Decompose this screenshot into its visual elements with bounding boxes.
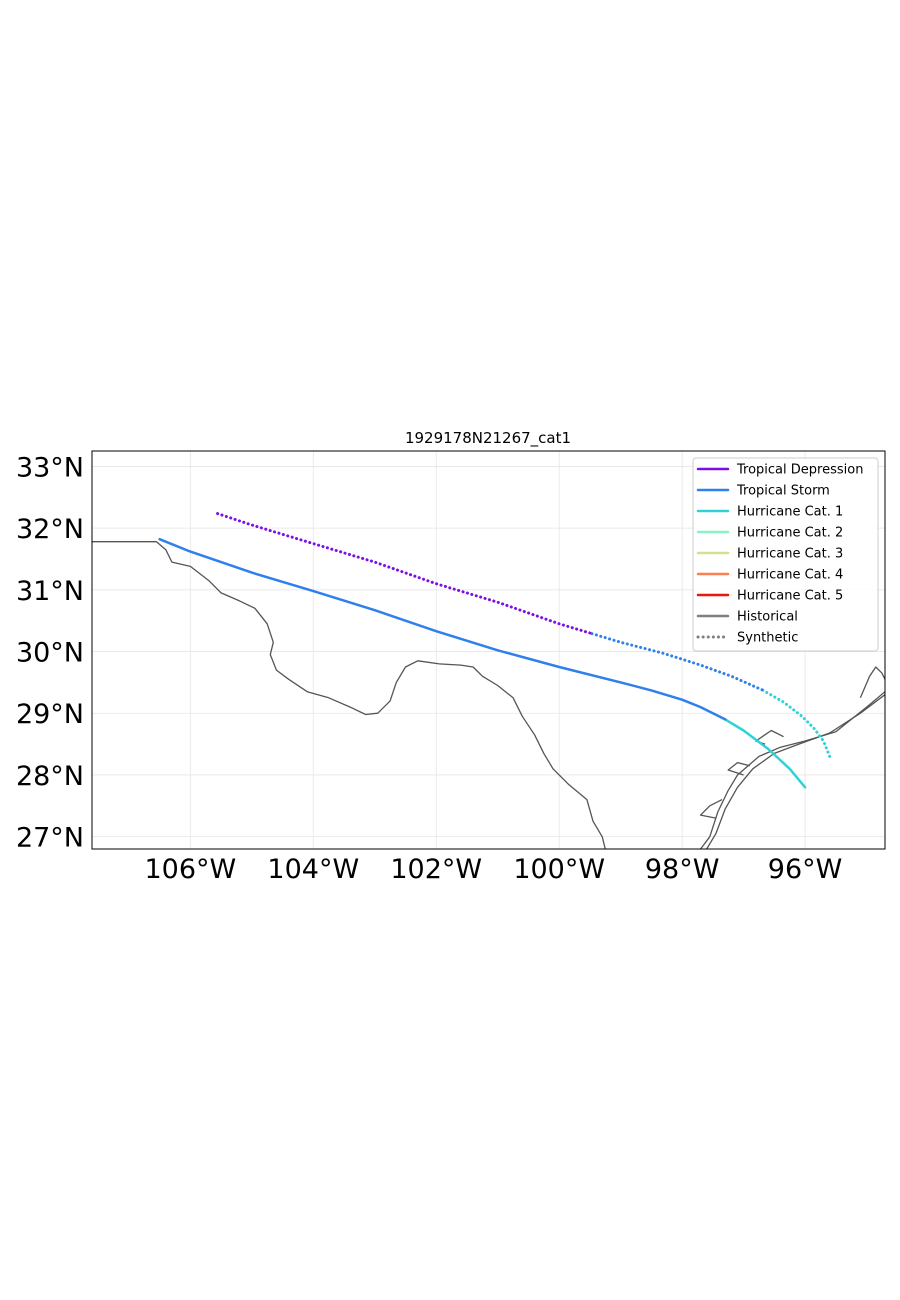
latitude-tick-label: 33°N	[16, 452, 84, 483]
historical-track-segment	[158, 537, 727, 721]
synthetic-track-segment	[588, 631, 764, 692]
latitude-tick-label: 28°N	[16, 761, 84, 792]
legend-label: Hurricane Cat. 1	[737, 505, 843, 520]
coastline	[706, 694, 885, 849]
latitude-tick-label: 31°N	[16, 576, 84, 607]
coastline	[700, 691, 885, 849]
latitude-tick-label: 27°N	[16, 823, 84, 854]
coastline	[727, 761, 750, 776]
legend-label: Hurricane Cat. 5	[737, 589, 843, 604]
synthetic-track-segment	[760, 688, 832, 758]
legend-label: Hurricane Cat. 2	[737, 526, 843, 541]
legend-label: Tropical Storm	[736, 484, 830, 499]
legend-label: Hurricane Cat. 3	[737, 547, 843, 562]
legend-label: Tropical Depression	[736, 463, 863, 478]
legend-label: Historical	[737, 610, 798, 625]
legend-entries: Tropical Depression Tropical Storm Hurrica…	[696, 463, 863, 646]
coastline	[92, 541, 606, 849]
longitude-tick-label: 104°W	[267, 854, 359, 885]
longitude-tick-label: 98°W	[645, 854, 720, 885]
historical-track-segment	[723, 718, 807, 789]
longitude-tick-labels: 106°W 104°W 102°W 100°W 98°W 96°W	[144, 854, 842, 885]
coastline	[859, 666, 885, 699]
coastline	[699, 799, 723, 819]
legend-label: Synthetic	[737, 631, 798, 646]
latitude-tick-label: 29°N	[16, 699, 84, 730]
map-axes-frame	[91, 450, 886, 850]
longitude-tick-label: 100°W	[513, 854, 605, 885]
legend-label: Hurricane Cat. 4	[737, 568, 843, 583]
storm-tracks	[158, 511, 832, 789]
synthetic-track-segment	[213, 511, 592, 635]
legend-box	[692, 457, 879, 652]
coastlines	[92, 541, 885, 849]
latitude-tick-labels: 27°N 28°N 29°N 30°N 31°N 32°N 33°N	[16, 452, 84, 853]
latitude-tick-label: 32°N	[16, 514, 84, 545]
latitude-tick-label: 30°N	[16, 638, 84, 669]
longitude-tick-label: 96°W	[768, 854, 843, 885]
longitude-tick-label: 102°W	[390, 854, 482, 885]
chart-title: 1929178N21267_cat1	[405, 429, 571, 448]
legend: Tropical Depression Tropical Storm Hurrica…	[692, 457, 879, 652]
longitude-tick-label: 106°W	[144, 854, 236, 885]
